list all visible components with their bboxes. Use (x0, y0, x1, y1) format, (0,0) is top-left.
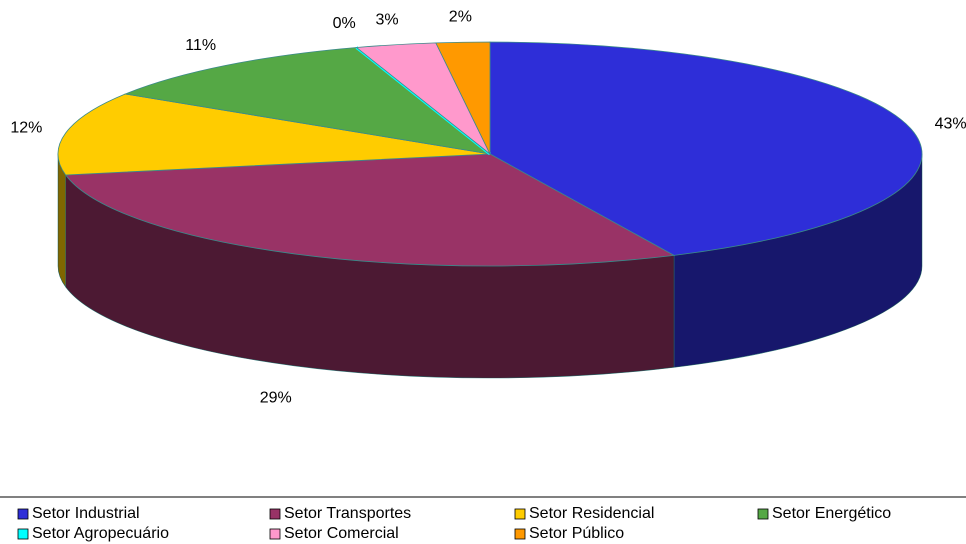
data-label: 43% (935, 115, 966, 132)
side-shade (673, 154, 922, 368)
legend-swatch (269, 508, 281, 520)
side-shade (58, 154, 66, 287)
slice (435, 41, 491, 155)
legend-swatch (757, 508, 769, 520)
data-label: 3% (375, 12, 398, 29)
legend-label: Setor Público (529, 525, 624, 542)
legend-label: Setor Energético (772, 505, 891, 522)
data-label: 29% (260, 389, 292, 406)
data-label: 0% (333, 15, 356, 32)
legend-swatch (514, 508, 526, 520)
side-shade (65, 174, 674, 379)
legend-swatch (269, 528, 281, 540)
legend-swatch (514, 528, 526, 540)
slice (64, 153, 676, 267)
legend-label: Setor Comercial (284, 525, 399, 542)
legend-label: Setor Residencial (529, 505, 654, 522)
slice (123, 47, 492, 155)
data-label: 2% (449, 8, 472, 25)
legend-label: Setor Agropecuário (32, 525, 169, 542)
legend-swatch (17, 508, 29, 520)
legend-swatch (17, 528, 29, 540)
slice (57, 93, 491, 176)
legend-label: Setor Transportes (284, 505, 411, 522)
legend-label: Setor Industrial (32, 505, 140, 522)
data-label: 12% (10, 120, 42, 137)
data-label: 11% (185, 37, 216, 54)
slice (489, 41, 923, 256)
